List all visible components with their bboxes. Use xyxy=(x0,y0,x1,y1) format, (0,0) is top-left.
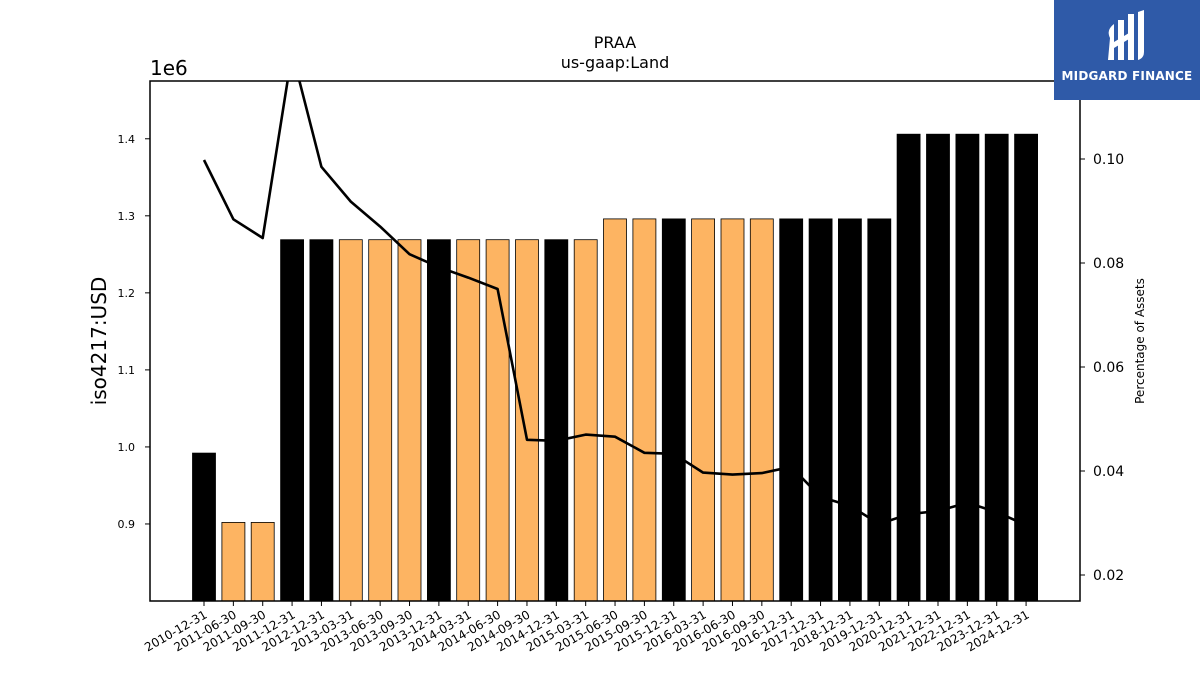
bar-2016-12-31 xyxy=(779,218,804,602)
left-axis: 0.9 1.0 1.1 1.2 1.3 1.4 xyxy=(118,133,150,531)
bar-2011-09-30 xyxy=(250,522,275,602)
logo-mark-icon xyxy=(1108,10,1144,60)
bar-2018-12-31 xyxy=(838,218,862,602)
bar-2016-09-30 xyxy=(749,218,774,602)
bar-2016-03-31 xyxy=(691,218,715,602)
bar-2023-12-31 xyxy=(984,133,1009,602)
right-axis: 0.02 0.04 0.06 0.08 0.10 xyxy=(1080,152,1124,584)
bar-2015-03-31 xyxy=(573,239,598,602)
y-tick-label: 1.4 xyxy=(118,133,136,146)
bar-2021-12-31 xyxy=(926,133,950,602)
y-right-tick-label: 0.06 xyxy=(1093,360,1124,376)
y-tick-label: 1.3 xyxy=(118,210,136,223)
bar-2017-12-31 xyxy=(808,218,833,602)
y-right-tick-label: 0.04 xyxy=(1093,464,1124,480)
bar-2020-12-31 xyxy=(896,133,921,602)
logo: MIDGARD FINANCE xyxy=(1054,0,1200,100)
bar-2013-12-31 xyxy=(426,239,451,602)
bar-2019-12-31 xyxy=(867,218,892,602)
y-tick-label: 1.0 xyxy=(118,441,136,454)
bar-2012-12-31 xyxy=(309,239,334,602)
y-tick-label: 0.9 xyxy=(118,518,136,531)
bar-2015-09-30 xyxy=(632,218,657,602)
y-axis-label: iso4217:USD xyxy=(87,277,111,406)
bar-2013-09-30 xyxy=(397,239,422,602)
bar-2014-09-30 xyxy=(515,239,539,602)
bar-2014-03-31 xyxy=(456,239,481,602)
bar-2011-06-30 xyxy=(221,522,246,602)
bar-2024-12-31 xyxy=(1014,133,1038,602)
bar-2016-06-30 xyxy=(720,218,745,602)
bar-2013-03-31 xyxy=(338,239,363,602)
chart-subtitle: us-gaap:Land xyxy=(561,53,670,72)
chart-title: PRAA xyxy=(594,33,637,52)
bar-2022-12-31 xyxy=(955,133,980,602)
bars-layer xyxy=(192,133,1038,602)
x-axis: 2010-12-312011-06-302011-09-302011-12-31… xyxy=(142,601,1032,654)
y-tick-label: 1.1 xyxy=(118,364,136,377)
y-axis-right-label: Percentage of Assets xyxy=(1133,278,1147,404)
bar-2013-06-30 xyxy=(368,239,393,602)
y-tick-label: 1.2 xyxy=(118,287,136,300)
y-right-tick-label: 0.10 xyxy=(1093,152,1124,168)
bar-2010-12-31 xyxy=(192,452,216,602)
bar-2015-12-31 xyxy=(661,218,686,602)
percentage-line xyxy=(202,81,1027,527)
line-layer xyxy=(202,81,1027,527)
bar-2014-12-31 xyxy=(544,239,569,602)
bar-2015-06-30 xyxy=(603,218,627,602)
y-multiplier-label: 1e6 xyxy=(150,56,188,80)
bar-2011-12-31 xyxy=(280,239,305,602)
y-right-tick-label: 0.08 xyxy=(1093,256,1124,272)
logo-text: MIDGARD FINANCE xyxy=(1061,69,1193,83)
y-right-tick-label: 0.02 xyxy=(1093,568,1124,584)
